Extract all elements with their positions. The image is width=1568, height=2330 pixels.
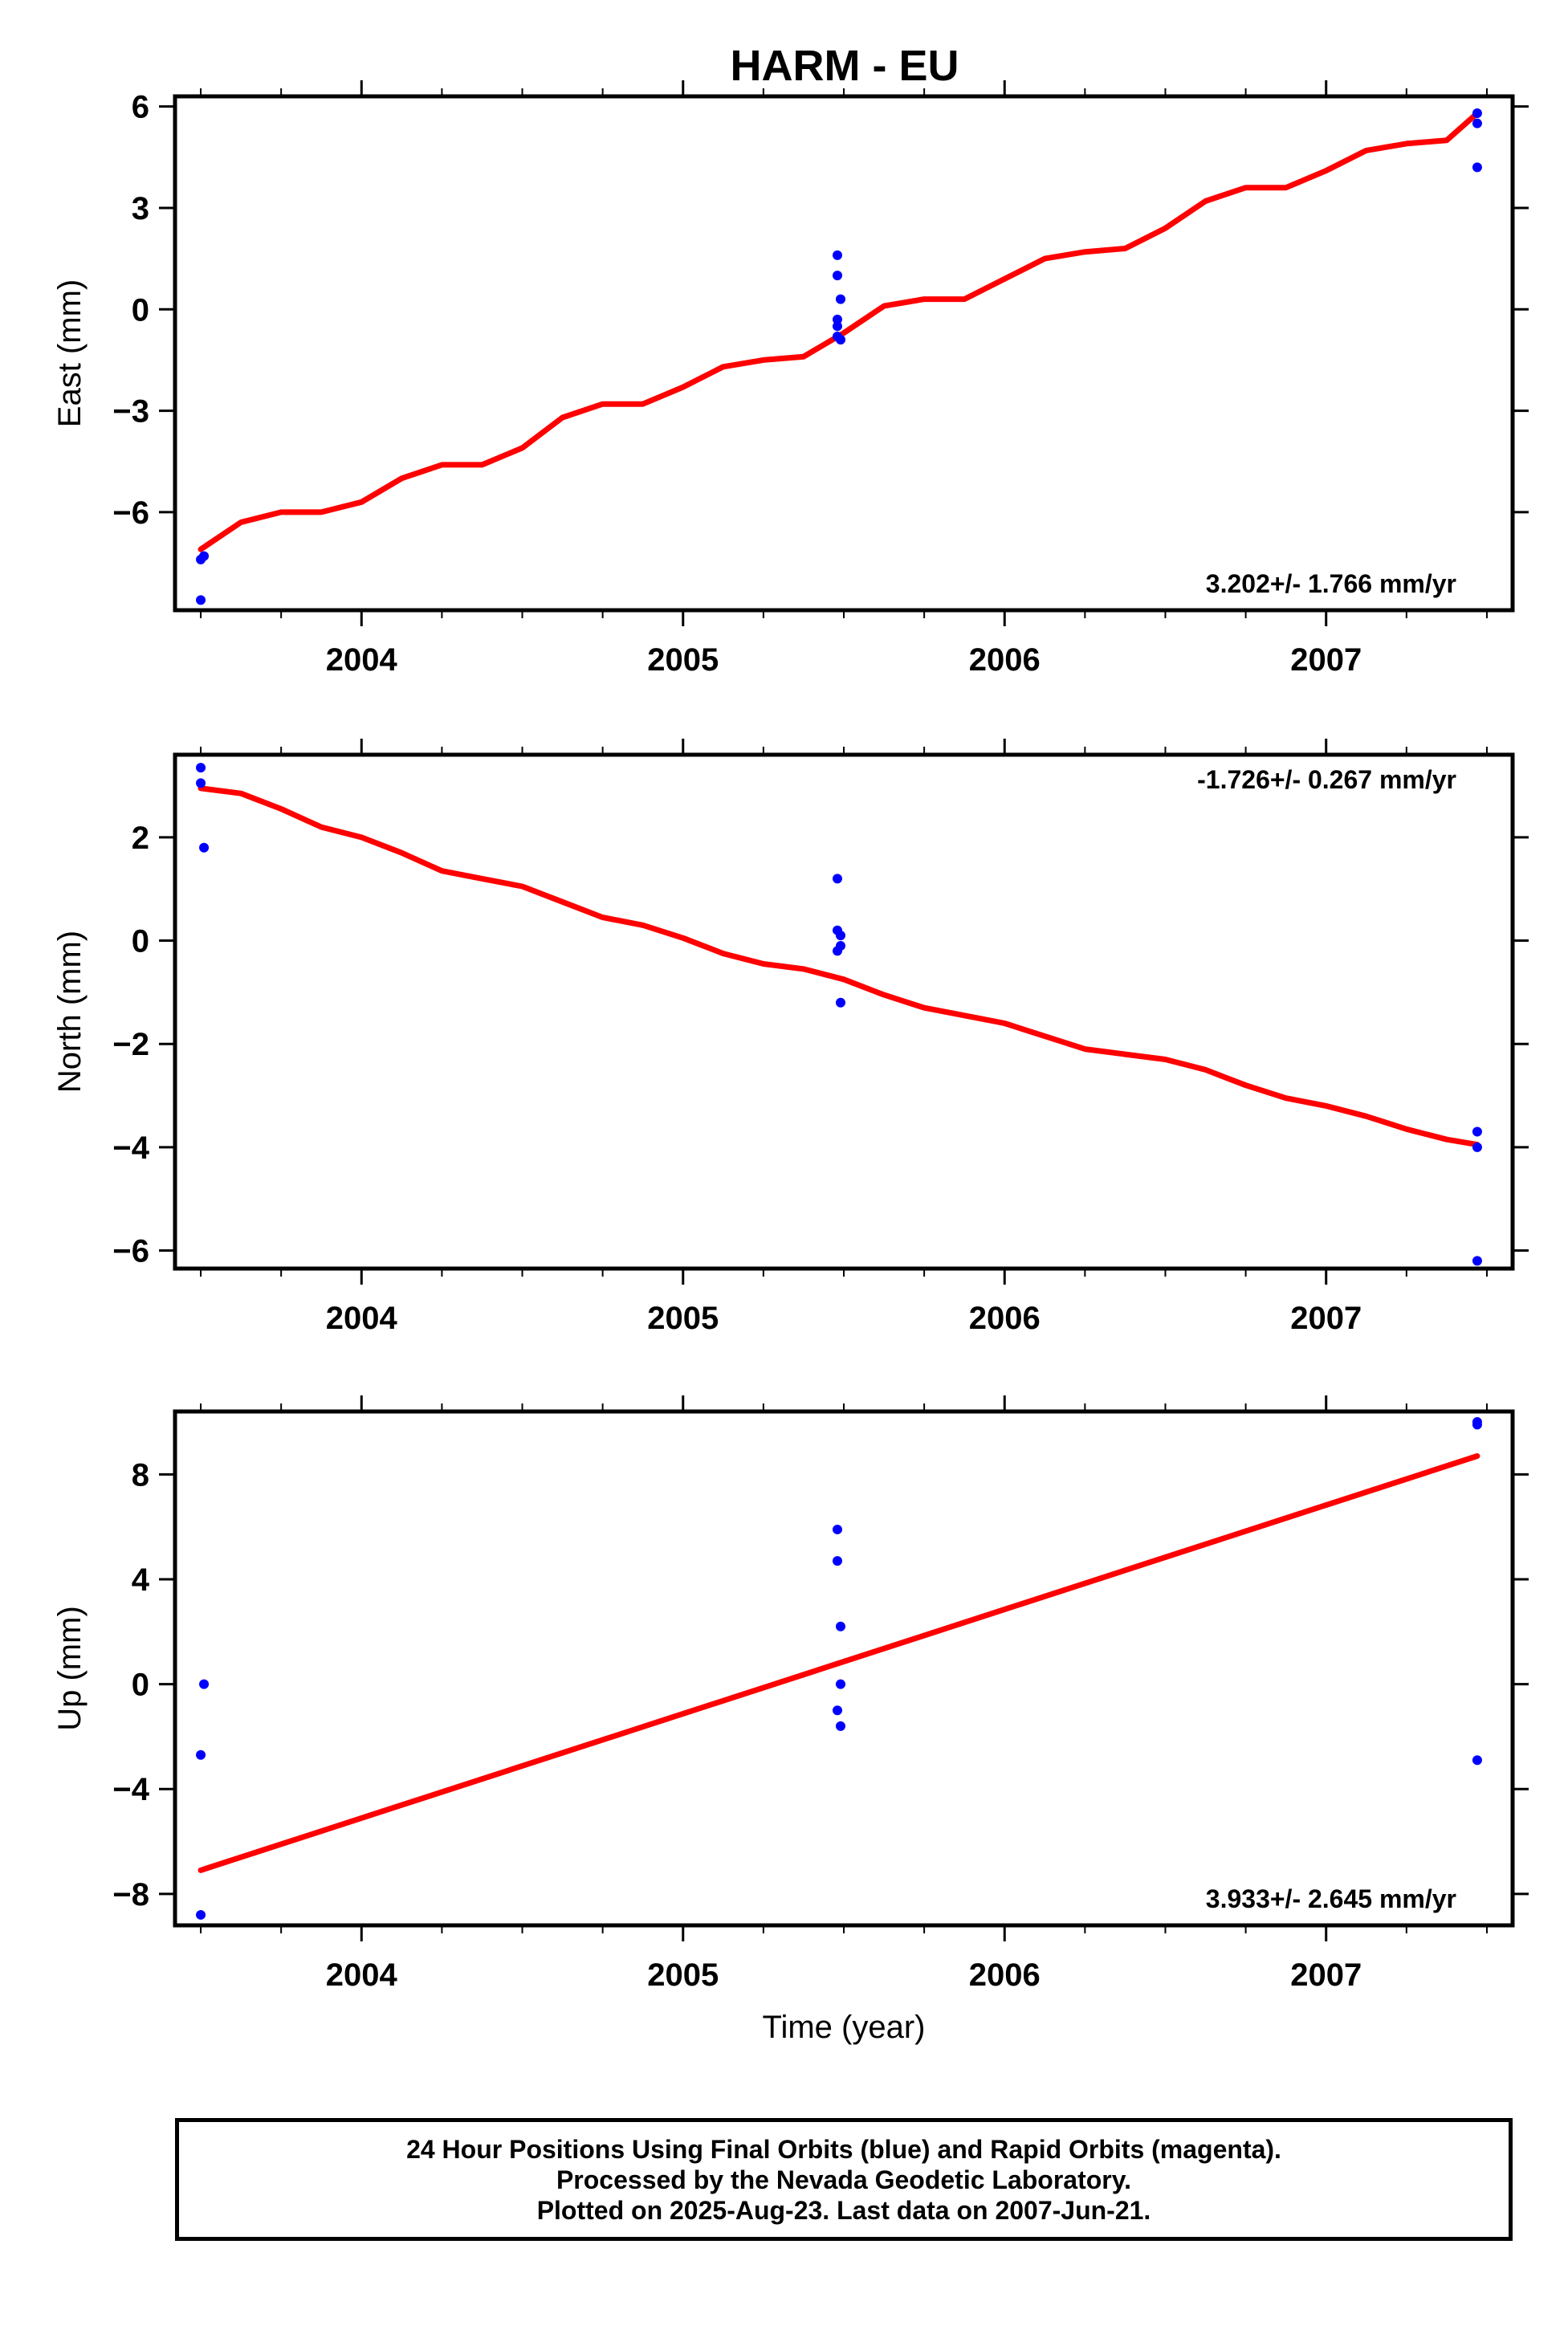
up-x-tick-label: 2007	[1290, 1957, 1362, 1993]
east-y-tick-label: 3	[132, 191, 149, 226]
up-data-area	[196, 1417, 1482, 1920]
up-x-axis-label: Time (year)	[763, 2010, 926, 2045]
east-fit-line	[198, 110, 1480, 552]
east-y-tick-label: 6	[132, 90, 149, 125]
east-x-tick-label: 2006	[969, 642, 1041, 678]
north-data-point	[1472, 1256, 1482, 1266]
caption-box: 24 Hour Positions Using Final Orbits (bl…	[175, 2118, 1513, 2241]
north-y-axis-label: North (mm)	[52, 931, 88, 1093]
north-data-point	[196, 778, 206, 788]
north-data-point	[1472, 1142, 1482, 1152]
up-data-point	[1472, 1755, 1482, 1766]
up-data-point	[196, 1909, 206, 1920]
chart-title: HARM - EU	[731, 42, 959, 90]
east-x-tick-label: 2005	[647, 642, 719, 678]
north-y-tick-label: 0	[132, 924, 149, 959]
up-data-point	[832, 1524, 842, 1534]
north-data-point	[835, 931, 845, 941]
east-data-point	[1472, 162, 1482, 173]
north-data-point	[199, 842, 210, 853]
up-data-point	[196, 1750, 206, 1760]
north-x-tick-label: 2004	[326, 1301, 398, 1336]
north-data-point	[835, 997, 845, 1008]
north-y-tick-label: −4	[112, 1130, 149, 1166]
caption-line-3: Plotted on 2025-Aug-23. Last data on 200…	[536, 2195, 1151, 2225]
east-y-tick-label: −6	[112, 495, 149, 531]
up-y-tick-label: 0	[132, 1668, 149, 1703]
panel-east: 2004 2005 2006 2007 −6 −3 0 3 6 East (mm) 3.202+/-…	[52, 80, 1529, 678]
up-fit-line	[198, 1453, 1480, 1873]
north-x-tick-label: 2006	[969, 1301, 1041, 1336]
up-x-tick-label: 2004	[326, 1957, 398, 1993]
east-data-point	[835, 294, 845, 304]
east-y-tick-label: −3	[112, 394, 149, 430]
caption-line-2: Processed by the Nevada Geodetic Laborat…	[556, 2165, 1132, 2194]
north-data-point	[832, 874, 842, 884]
north-y-tick-label: 2	[132, 821, 149, 856]
east-y-axis-label: East (mm)	[52, 279, 88, 427]
east-x-tick-label: 2004	[326, 642, 398, 678]
east-rate-label: 3.202+/- 1.766 mm/yr	[1206, 569, 1456, 598]
north-data-area	[196, 763, 1482, 1266]
up-y-tick-label: 8	[132, 1457, 149, 1493]
up-data-point	[832, 1556, 842, 1566]
north-x-tick-label: 2007	[1290, 1301, 1362, 1336]
up-rate-label: 3.933+/- 2.645 mm/yr	[1206, 1884, 1456, 1913]
up-data-point	[199, 1679, 210, 1689]
up-y-tick-label: 4	[132, 1562, 150, 1598]
up-y-axis-label: Up (mm)	[52, 1606, 88, 1731]
up-x-tick-label: 2005	[647, 1957, 719, 1993]
east-data-point	[832, 314, 842, 324]
east-data-point	[832, 250, 842, 260]
north-rate-label: -1.726+/- 0.267 mm/yr	[1197, 765, 1456, 794]
up-y-tick-label: −8	[112, 1877, 149, 1912]
north-data-point	[196, 763, 206, 773]
north-plot-frame	[173, 752, 1515, 1271]
north-fit-line	[198, 785, 1480, 1148]
east-data-point	[1472, 108, 1482, 119]
east-data-area	[196, 108, 1482, 605]
up-y-tick-label: −4	[112, 1772, 149, 1807]
east-y-tick-label: 0	[132, 292, 149, 328]
east-data-point	[832, 271, 842, 281]
east-data-point	[835, 335, 845, 345]
north-y-tick-label: −6	[112, 1233, 149, 1269]
caption-line-1: 24 Hour Positions Using Final Orbits (bl…	[406, 2134, 1281, 2164]
east-data-point	[199, 551, 210, 561]
east-data-point	[832, 321, 842, 332]
east-data-point	[196, 595, 206, 605]
panel-north: 2004 2005 2006 2007 −6 −4 −2 0 2 North (mm) -1.726…	[52, 739, 1529, 1336]
north-x-tick-label: 2005	[647, 1301, 719, 1336]
panel-up: 2004 2005 2006 2007 −8 −4 0 4 8 Up (mm) Time (year…	[52, 1395, 1529, 2045]
east-data-point	[1472, 118, 1482, 128]
up-plot-frame	[173, 1409, 1515, 1928]
up-data-point	[1472, 1420, 1482, 1430]
east-plot-frame	[173, 94, 1515, 613]
up-data-point	[835, 1721, 845, 1731]
up-data-point	[835, 1679, 845, 1689]
up-x-tick-label: 2006	[969, 1957, 1041, 1993]
north-y-tick-label: −2	[112, 1027, 149, 1062]
up-data-point	[835, 1621, 845, 1631]
north-data-point	[832, 946, 842, 956]
east-x-tick-label: 2007	[1290, 642, 1362, 678]
north-data-point	[1472, 1126, 1482, 1137]
up-data-point	[832, 1705, 842, 1716]
